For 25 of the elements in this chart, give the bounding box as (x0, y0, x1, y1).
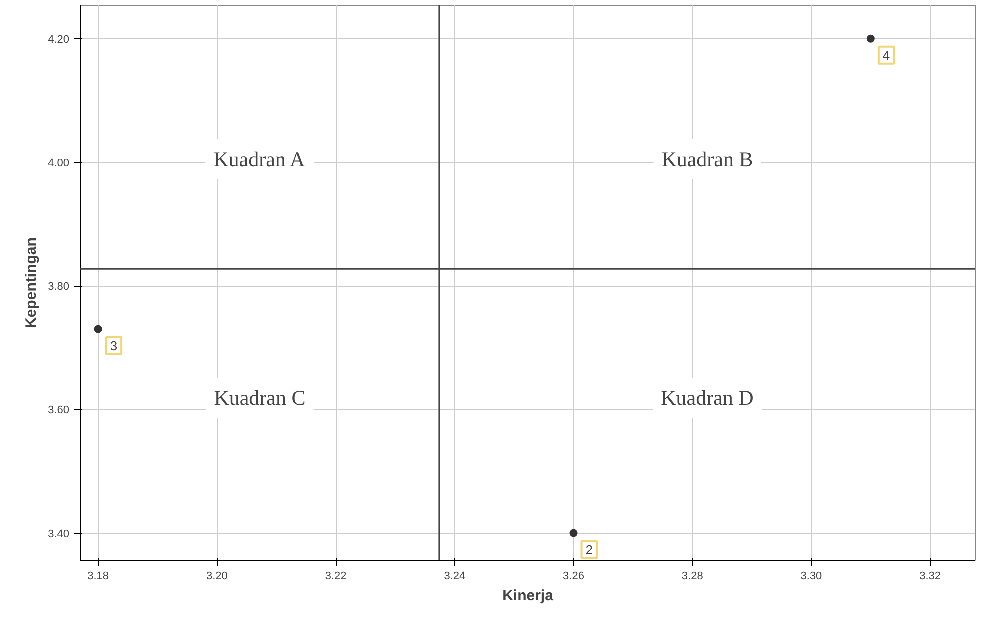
y-axis-title: Kepentingan (23, 238, 40, 328)
annotation: 3 (110, 338, 118, 354)
annotation: 4 (882, 48, 890, 63)
x-tick-label: 3.28 (682, 570, 704, 582)
annotation: Kuadran A (214, 147, 306, 172)
x-tick-label: 3.30 (800, 570, 822, 582)
annotation: Kuadran D (661, 386, 754, 410)
x-tick-label: 3.20 (206, 570, 228, 582)
x-tick-label: 3.24 (444, 570, 466, 582)
annotation: Kuadran C (214, 386, 306, 410)
y-tick-label: 3.60 (48, 404, 70, 417)
point (866, 34, 875, 43)
annotation: 2 (586, 542, 593, 558)
x-axis-title: Kinerja (502, 588, 554, 604)
x-tick-label: 3.18 (88, 570, 110, 582)
x-tick-label: 3.32 (920, 570, 942, 582)
y-tick-label: 3.40 (48, 528, 70, 540)
point (94, 325, 102, 334)
y-tick-label: 4.20 (48, 34, 70, 46)
x-tick-label: 3.22 (325, 570, 347, 582)
annotation: Kuadran B (662, 147, 754, 172)
point (570, 529, 578, 538)
x-tick-label: 3.26 (563, 570, 584, 582)
y-tick-label: 3.80 (48, 281, 70, 294)
y-tick-label: 4.00 (48, 157, 70, 170)
